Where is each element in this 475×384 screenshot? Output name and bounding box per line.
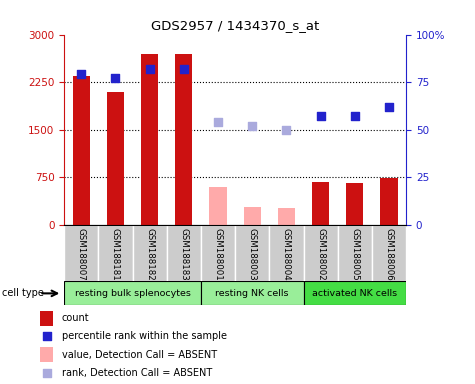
Text: resting bulk splenocytes: resting bulk splenocytes [75, 289, 190, 298]
Bar [64, 225, 98, 282]
Bar [235, 225, 269, 282]
Bar [98, 225, 133, 282]
Bar [40, 311, 53, 326]
Text: resting NK cells: resting NK cells [216, 289, 289, 298]
Text: GSM188007: GSM188007 [77, 227, 86, 280]
Bar [40, 348, 53, 362]
Text: GSM188006: GSM188006 [385, 227, 393, 280]
Point [180, 66, 188, 72]
Bar [304, 225, 338, 282]
Point [146, 66, 153, 72]
Bar [346, 183, 363, 225]
Text: GSM188003: GSM188003 [248, 227, 256, 280]
Point [385, 104, 393, 110]
Bar [167, 225, 201, 282]
Bar [73, 76, 90, 225]
Bar [304, 281, 406, 305]
Text: GSM188181: GSM188181 [111, 227, 120, 280]
Text: GSM188001: GSM188001 [214, 227, 222, 280]
Text: activated NK cells: activated NK cells [312, 289, 398, 298]
Bar [372, 225, 406, 282]
Text: GSM188004: GSM188004 [282, 227, 291, 280]
Point [317, 113, 324, 119]
Bar [338, 225, 372, 282]
Bar [175, 54, 192, 225]
Bar [278, 208, 295, 225]
Bar [141, 54, 158, 225]
Point [214, 119, 222, 125]
Point [248, 123, 256, 129]
Point [77, 71, 85, 78]
Bar [269, 225, 304, 282]
Bar [380, 178, 398, 225]
Bar [244, 207, 261, 225]
Text: GSM188005: GSM188005 [351, 227, 359, 280]
Text: GSM188182: GSM188182 [145, 227, 154, 280]
Point [112, 75, 119, 81]
Text: GSM188002: GSM188002 [316, 227, 325, 280]
Point [43, 370, 50, 376]
Point [43, 333, 50, 339]
Text: value, Detection Call = ABSENT: value, Detection Call = ABSENT [62, 350, 217, 360]
Text: cell type: cell type [2, 288, 44, 298]
Bar [209, 187, 227, 225]
Title: GDS2957 / 1434370_s_at: GDS2957 / 1434370_s_at [151, 19, 319, 32]
Text: count: count [62, 313, 89, 323]
Bar [201, 281, 304, 305]
Text: GSM188183: GSM188183 [180, 227, 188, 280]
Bar [312, 182, 329, 225]
Text: percentile rank within the sample: percentile rank within the sample [62, 331, 227, 341]
Bar [201, 225, 235, 282]
Bar [107, 92, 124, 225]
Point [351, 113, 359, 119]
Text: rank, Detection Call = ABSENT: rank, Detection Call = ABSENT [62, 368, 212, 378]
Bar [64, 281, 201, 305]
Point [283, 127, 290, 133]
Bar [133, 225, 167, 282]
